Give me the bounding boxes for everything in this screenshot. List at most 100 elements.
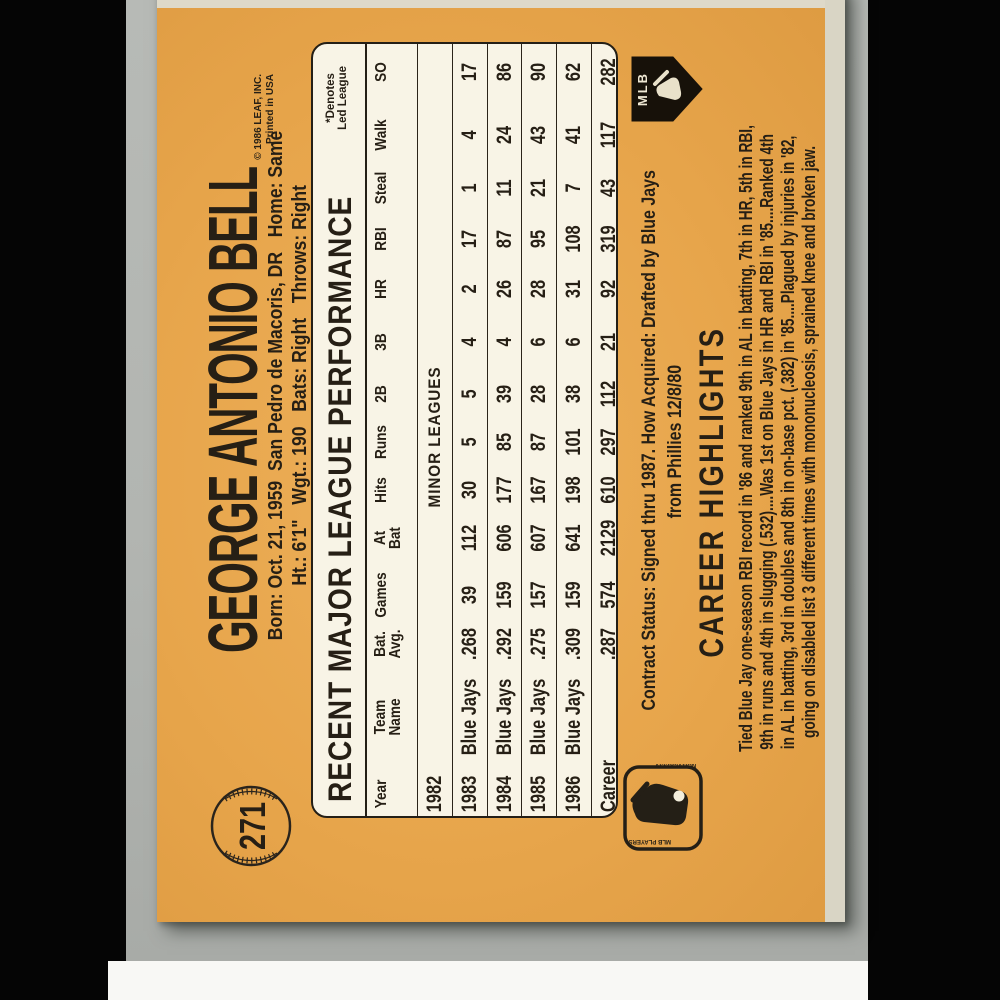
stat-cell: 39 bbox=[457, 585, 481, 605]
stat-cell: 6 bbox=[562, 337, 586, 347]
svg-text:MLB: MLB bbox=[635, 72, 650, 106]
stat-cell: 607 bbox=[527, 524, 551, 552]
stat-cell: 43 bbox=[527, 125, 551, 145]
column-header: SO bbox=[373, 62, 390, 82]
column-header: Runs bbox=[373, 425, 390, 459]
stat-cell: 606 bbox=[492, 524, 516, 552]
stat-cell: 641 bbox=[562, 524, 586, 552]
stat-cell: 21 bbox=[596, 332, 620, 352]
stat-cell: 157 bbox=[527, 581, 551, 609]
stat-cell: 574 bbox=[596, 581, 620, 609]
stat-cell: 167 bbox=[527, 476, 551, 504]
card-back-face: 271 GEORGE ANTONIO BELL Born: Oct. 21, 1… bbox=[157, 0, 845, 922]
stats-row: Career .287 574 2129 610 297 112 21 92 319 43 117 28… bbox=[590, 44, 626, 816]
stat-cell: 5 bbox=[457, 389, 481, 399]
stats-row: 1986 Blue Jays .309 159 641 198 101 38 6 31 108 7 41… bbox=[556, 44, 591, 816]
column-header: At Bat bbox=[372, 527, 404, 549]
stats-grid: 1982 MINOR LEAGUES 1983 Blue Jays .268 39 112 3… bbox=[418, 44, 626, 816]
stat-cell: .287 bbox=[596, 628, 620, 660]
stat-cell: 6 bbox=[527, 337, 551, 347]
stat-cell: 1982 bbox=[423, 775, 446, 813]
white-floor-strip bbox=[108, 961, 868, 1000]
stat-cell: 39 bbox=[492, 384, 516, 404]
stat-cell: 92 bbox=[596, 279, 620, 299]
stat-cell: 62 bbox=[562, 62, 586, 82]
stat-cell: 117 bbox=[596, 121, 620, 149]
highlight-line: 9th in runs and 4th in slugging (.532)..… bbox=[756, 134, 777, 750]
stat-cell: 1983 bbox=[457, 775, 481, 813]
stat-cell: Blue Jays bbox=[457, 678, 481, 756]
stat-cell: 87 bbox=[527, 432, 551, 452]
stat-cell: Blue Jays bbox=[527, 678, 551, 756]
column-header: Team Name bbox=[372, 698, 404, 736]
mlbpa-side-text: ASSOCIATION bbox=[655, 764, 696, 770]
stat-cell: 4 bbox=[457, 130, 481, 140]
highlight-line: Tied Blue Jay one-season RBI record in '… bbox=[735, 125, 756, 752]
stat-cell: 38 bbox=[562, 384, 586, 404]
stat-cell: 101 bbox=[562, 428, 586, 456]
career-highlights-paragraph: Tied Blue Jay one-season RBI record in '… bbox=[735, 22, 819, 862]
stats-panel: RECENT MAJOR LEAGUE PERFORMANCE *Denotes… bbox=[311, 42, 626, 818]
stat-cell: 28 bbox=[527, 384, 551, 404]
mlbpa-logo-icon: MLB PLAYERS ASSOCIATION bbox=[623, 764, 703, 851]
stats-header-row: Year Team Name Bat. Avg. Games At Bat Hits Runs 2B… bbox=[367, 44, 418, 816]
column-header: Walk bbox=[373, 119, 390, 151]
stat-cell: 17 bbox=[457, 62, 481, 82]
stat-cell: 4 bbox=[492, 337, 516, 347]
stats-title: RECENT MAJOR LEAGUE PERFORMANCE bbox=[322, 195, 358, 802]
stat-cell: 108 bbox=[562, 225, 586, 253]
stat-cell: .309 bbox=[562, 628, 586, 660]
stat-cell: .268 bbox=[457, 628, 481, 660]
column-header: Year bbox=[373, 779, 390, 809]
stat-cell: 17 bbox=[457, 229, 481, 249]
stat-cell: Blue Jays bbox=[562, 678, 586, 756]
stat-cell: 198 bbox=[562, 476, 586, 504]
mlb-logo-icon: MLB bbox=[631, 56, 703, 122]
column-header: 2B bbox=[373, 385, 390, 403]
stat-cell: Career bbox=[596, 760, 620, 812]
stats-row: 1985 Blue Jays .275 157 607 167 87 28 6 28 95 21 43 9… bbox=[521, 44, 557, 816]
stat-cell: 1 bbox=[457, 183, 481, 193]
column-header: RBI bbox=[373, 227, 390, 251]
stat-cell: 28 bbox=[527, 279, 551, 299]
stat-cell: 1985 bbox=[527, 775, 551, 813]
stat-cell: 26 bbox=[492, 279, 516, 299]
card-white-border-bottom bbox=[825, 0, 845, 922]
stat-cell: MINOR LEAGUES bbox=[425, 366, 444, 508]
stat-cell: Blue Jays bbox=[492, 678, 516, 756]
highlight-line: in AL in batting, 3rd in doubles and 8th… bbox=[777, 135, 798, 749]
stat-cell: 95 bbox=[527, 229, 551, 249]
stat-cell: .275 bbox=[527, 628, 551, 660]
stat-cell: 43 bbox=[596, 178, 620, 198]
stat-cell: .292 bbox=[492, 628, 516, 660]
stat-cell: 159 bbox=[562, 581, 586, 609]
column-header: Hits bbox=[373, 477, 390, 503]
printed-in-line: Printed in USA bbox=[265, 74, 276, 145]
column-header: Bat. Avg. bbox=[372, 629, 404, 659]
stat-cell: 177 bbox=[492, 476, 516, 504]
stat-cell: 30 bbox=[457, 480, 481, 500]
stat-cell: 7 bbox=[562, 183, 586, 193]
stat-cell: 319 bbox=[596, 225, 620, 253]
contract-status-line2: from Phillies 12/8/80 bbox=[665, 365, 686, 519]
stat-cell: 1984 bbox=[492, 775, 516, 813]
denotes-note: *Denotes Led League bbox=[325, 66, 349, 130]
column-header: Steal bbox=[373, 171, 390, 205]
stat-cell: 1986 bbox=[562, 775, 586, 813]
baseball-card: 271 GEORGE ANTONIO BELL Born: Oct. 21, 1… bbox=[157, 0, 845, 922]
stat-cell: 4 bbox=[457, 337, 481, 347]
column-header: Games bbox=[373, 572, 390, 618]
baseball-icon bbox=[210, 785, 292, 867]
stat-cell: 112 bbox=[596, 380, 620, 408]
stats-row: 1983 Blue Jays .268 39 112 30 5 5 4 2 17 1 4 17 bbox=[451, 44, 487, 816]
stat-cell: 90 bbox=[527, 62, 551, 82]
stats-panel-title-row: RECENT MAJOR LEAGUE PERFORMANCE *Denotes… bbox=[313, 44, 367, 816]
career-highlights-heading: CAREER HIGHLIGHTS bbox=[693, 326, 731, 658]
highlight-line: going on disabled list 3 different times… bbox=[798, 145, 819, 739]
mlbpa-side-text: MLB PLAYERS bbox=[629, 838, 671, 844]
copyright-line: © 1986 LEAF, INC. bbox=[253, 74, 264, 160]
stat-cell: 2129 bbox=[596, 519, 620, 557]
stat-cell: 297 bbox=[596, 428, 620, 456]
stats-row: 1982 MINOR LEAGUES bbox=[418, 44, 452, 816]
stats-row: 1984 Blue Jays .292 159 606 177 85 39 4 26 87 11 24 8… bbox=[486, 44, 522, 816]
